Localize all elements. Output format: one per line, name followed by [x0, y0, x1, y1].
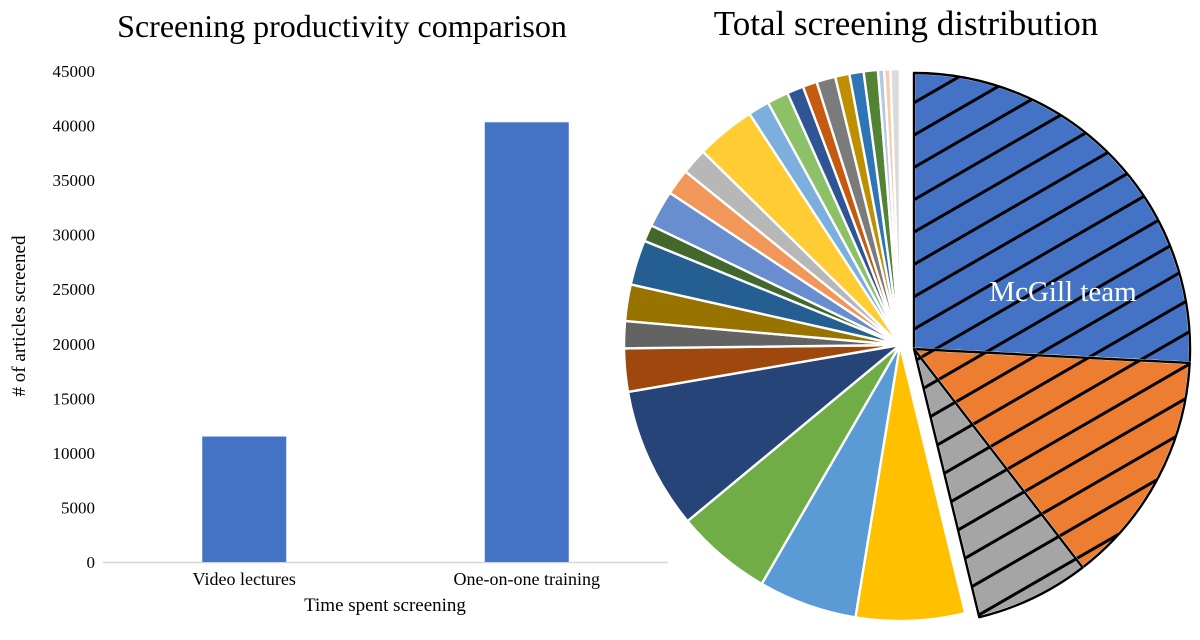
y-tick-label: 25000: [53, 280, 96, 299]
y-tick-label: 5000: [61, 498, 95, 517]
pie-slice-27: [889, 67, 902, 347]
pie-slice-hatch-2: [914, 349, 1190, 568]
pie-slice-label: McGill team: [989, 276, 1137, 308]
bar-2: [484, 122, 569, 562]
x-category-label-1: Video lectures: [193, 569, 296, 589]
y-tick-label: 10000: [53, 444, 96, 463]
y-tick-label: 40000: [53, 117, 96, 136]
y-tick-label: 20000: [53, 335, 96, 354]
pie-slice-outline-2: [912, 347, 1191, 569]
pie-slice-hatch-3: [914, 349, 1083, 618]
y-tick-label: 30000: [53, 226, 96, 245]
x-category-label-2: One-on-one training: [454, 569, 600, 589]
y-axis-title: # of articles screened: [9, 235, 30, 396]
pie-slice-outline-1: [912, 71, 1192, 365]
y-tick-label: 0: [87, 553, 96, 572]
pie-slice-outline-3: [912, 347, 1084, 619]
pie-slice-7: [626, 343, 902, 523]
y-tick-label: 15000: [53, 389, 96, 408]
y-tick-label: 45000: [53, 62, 96, 81]
y-tick-label: 35000: [53, 171, 96, 190]
pie-slice-hatch-1: [914, 73, 1191, 363]
pie-chart-title: Total screening distribution: [713, 4, 1099, 43]
bar-1: [202, 436, 287, 562]
x-axis-title: Time spent screening: [304, 595, 466, 616]
bar-chart-title: Screening productivity comparison: [117, 8, 567, 44]
